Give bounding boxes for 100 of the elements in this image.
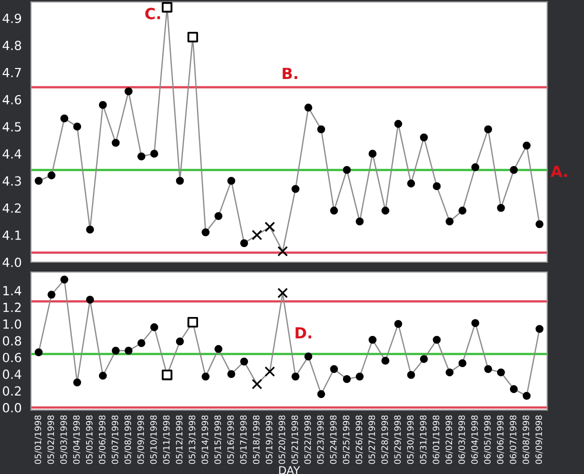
x-tick-label: 05/16/1998	[227, 415, 234, 464]
point	[432, 182, 441, 190]
point	[446, 368, 454, 376]
point	[137, 339, 146, 348]
x-tick-label: 05/03/1998	[60, 415, 68, 464]
point	[176, 176, 184, 185]
x-tick-label: 05/17/1998	[240, 415, 248, 464]
y-tick-label: 0.2	[2, 386, 21, 396]
x-tick-label: 06/06/1998	[496, 415, 504, 464]
x-tick-label: 05/08/1998	[124, 415, 132, 464]
x-tick-label: 05/09/1998	[137, 415, 145, 464]
x-tick-label: 05/30/1998	[407, 415, 414, 464]
point	[48, 171, 56, 180]
point	[202, 372, 210, 381]
point	[484, 365, 492, 373]
x-tick-label: 05/04/1998	[73, 415, 80, 464]
point	[471, 163, 480, 172]
point	[187, 316, 198, 328]
point	[214, 212, 222, 220]
x-tick-label: 06/05/1998	[484, 415, 492, 464]
x-tick-label: 05/15/1998	[214, 415, 222, 464]
point	[330, 206, 338, 215]
x-tick-label: 06/01/1998	[432, 415, 440, 464]
point	[73, 378, 82, 386]
point	[202, 228, 210, 236]
y-tick-label: 1.2	[3, 302, 21, 312]
x-tick-label: 05/31/1998	[420, 415, 428, 464]
x-tick-label: 05/19/1998	[266, 415, 273, 464]
point	[86, 296, 94, 304]
x-tick-label: 06/03/1998	[458, 415, 466, 464]
point	[381, 206, 390, 215]
point	[497, 368, 505, 376]
point	[112, 138, 120, 147]
y-tick-label: 1.4	[3, 286, 22, 296]
point	[510, 385, 518, 394]
point	[34, 348, 43, 356]
x-tick-label: 05/27/1998	[368, 415, 376, 464]
point	[150, 323, 158, 332]
point	[497, 204, 505, 212]
x-tick-label: 05/25/1998	[342, 415, 350, 464]
point	[381, 356, 390, 365]
point	[98, 372, 107, 380]
x-tick-label: 05/11/1998	[163, 415, 170, 464]
point	[240, 239, 248, 248]
point	[150, 150, 158, 158]
point	[112, 346, 120, 355]
x-tick-label: 05/24/1998	[330, 415, 338, 464]
point	[277, 288, 288, 298]
point	[176, 338, 184, 346]
point	[368, 150, 377, 158]
point	[304, 352, 312, 360]
annotation: A.	[550, 166, 567, 177]
point	[60, 276, 68, 284]
point	[264, 222, 276, 232]
y-tick-label: 4.9	[2, 14, 22, 24]
point	[187, 32, 198, 42]
point	[252, 378, 262, 390]
x-tick-label: 05/29/1998	[394, 415, 402, 464]
annotation: C.	[145, 8, 160, 20]
x-tick-label: 05/14/1998	[202, 415, 209, 464]
point	[240, 358, 248, 366]
x-tick-label: 05/01/1998	[34, 415, 42, 464]
point	[317, 390, 326, 398]
point	[73, 122, 82, 131]
y-tick-label: 4.4	[2, 149, 22, 158]
y-tick-label: 0.6	[2, 352, 22, 362]
annotation: D.	[296, 327, 312, 338]
point	[227, 370, 236, 378]
x-tick-label: 05/23/1998	[317, 415, 324, 464]
x-tick-label: 06/07/1998	[510, 415, 517, 464]
point	[407, 180, 416, 188]
point	[292, 372, 300, 381]
x-axis-title: DAY	[279, 466, 300, 474]
x-tick-label: 06/08/1998	[522, 415, 530, 464]
point	[60, 114, 68, 122]
point	[484, 125, 492, 134]
y-tick-label: 0.0	[2, 402, 22, 412]
point	[394, 320, 402, 328]
point	[510, 166, 518, 174]
x-tick-label: 05/05/1998	[86, 415, 94, 464]
point	[264, 366, 276, 377]
point	[342, 375, 351, 384]
x-tick-label: 05/07/1998	[112, 415, 119, 464]
point	[317, 125, 326, 134]
point	[471, 319, 480, 328]
y-tick-label: 4.2	[2, 203, 21, 213]
x-tick-label: 05/12/1998	[176, 415, 184, 464]
point	[124, 346, 133, 355]
point	[137, 152, 146, 160]
point	[34, 176, 43, 185]
x-tick-label: 05/21/1998	[291, 415, 299, 464]
point	[162, 370, 172, 380]
x-tick-label: 05/18/1998	[252, 415, 260, 464]
x-tick-label: 05/20/1998	[278, 415, 286, 464]
y-tick-label: 4.3	[2, 176, 21, 186]
point	[368, 336, 377, 344]
y-tick-label: 4.8	[2, 40, 22, 50]
x-tick-label: 05/02/1998	[47, 415, 55, 464]
x-tick-label: 06/02/1998	[446, 415, 453, 464]
y-tick-label: 4.6	[2, 94, 22, 104]
